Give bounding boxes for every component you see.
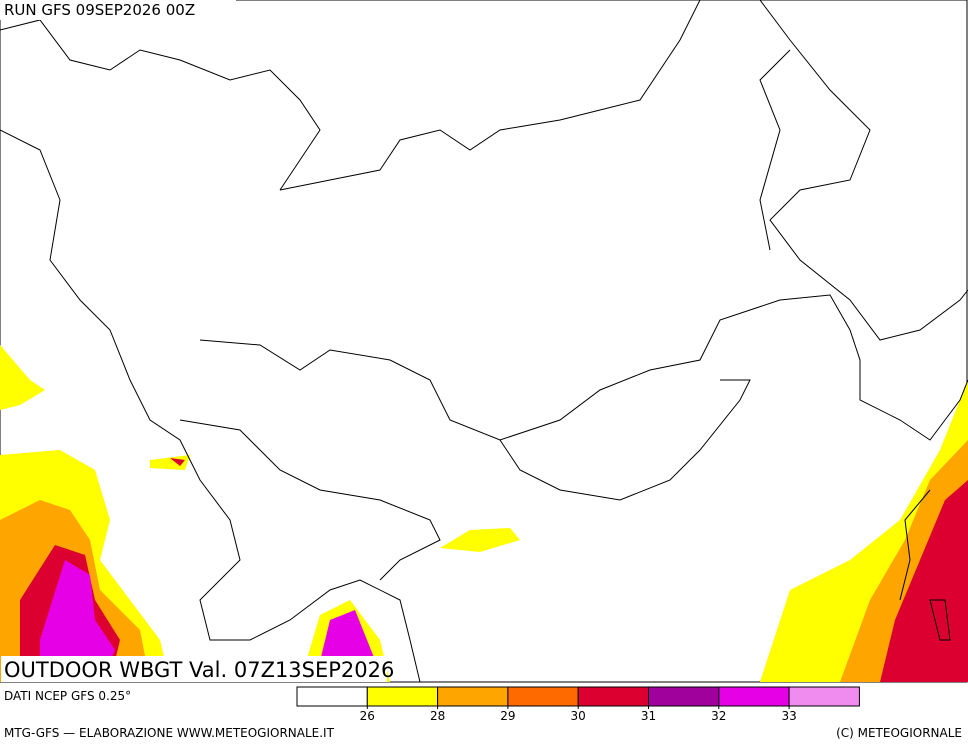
- run-label-bg: [0, 0, 236, 20]
- map-title: OUTDOOR WBGT Val. 07Z13SEP2026: [4, 658, 394, 682]
- footer-left: MTG-GFS — ELABORAZIONE WWW.METEOGIORNALE…: [4, 726, 335, 740]
- legend-tick-label: 33: [781, 709, 796, 723]
- legend-tick-label: 28: [430, 709, 445, 723]
- footer-right: (C) METEOGIORNALE: [836, 726, 962, 740]
- legend-swatch: [788, 686, 860, 707]
- legend-swatch: [507, 686, 579, 707]
- source-label: DATI NCEP GFS 0.25°: [4, 689, 131, 703]
- title-bg: [1, 656, 387, 682]
- legend-tick-label: 26: [360, 709, 375, 723]
- legend-swatch: [577, 686, 650, 707]
- run-label: RUN GFS 09SEP2026 00Z: [4, 1, 195, 19]
- borders: [0, 0, 968, 683]
- legend-swatch: [296, 686, 368, 707]
- legend-tick-label: 29: [500, 709, 515, 723]
- legend-tick-label: 32: [711, 709, 726, 723]
- color-legend: 26 28 29 30 31 32 33: [296, 686, 860, 723]
- legend-tick-label: 30: [571, 709, 586, 723]
- legend-swatch: [648, 686, 720, 707]
- legend-swatch: [437, 686, 509, 707]
- legend-swatch: [718, 686, 790, 707]
- legend-tick-label: 31: [641, 709, 656, 723]
- map-frame: [0, 0, 968, 683]
- legend-swatch: [366, 686, 439, 707]
- map: RUN GFS 09SEP2026 00Z OUTDOOR WBGT Val. …: [0, 0, 968, 683]
